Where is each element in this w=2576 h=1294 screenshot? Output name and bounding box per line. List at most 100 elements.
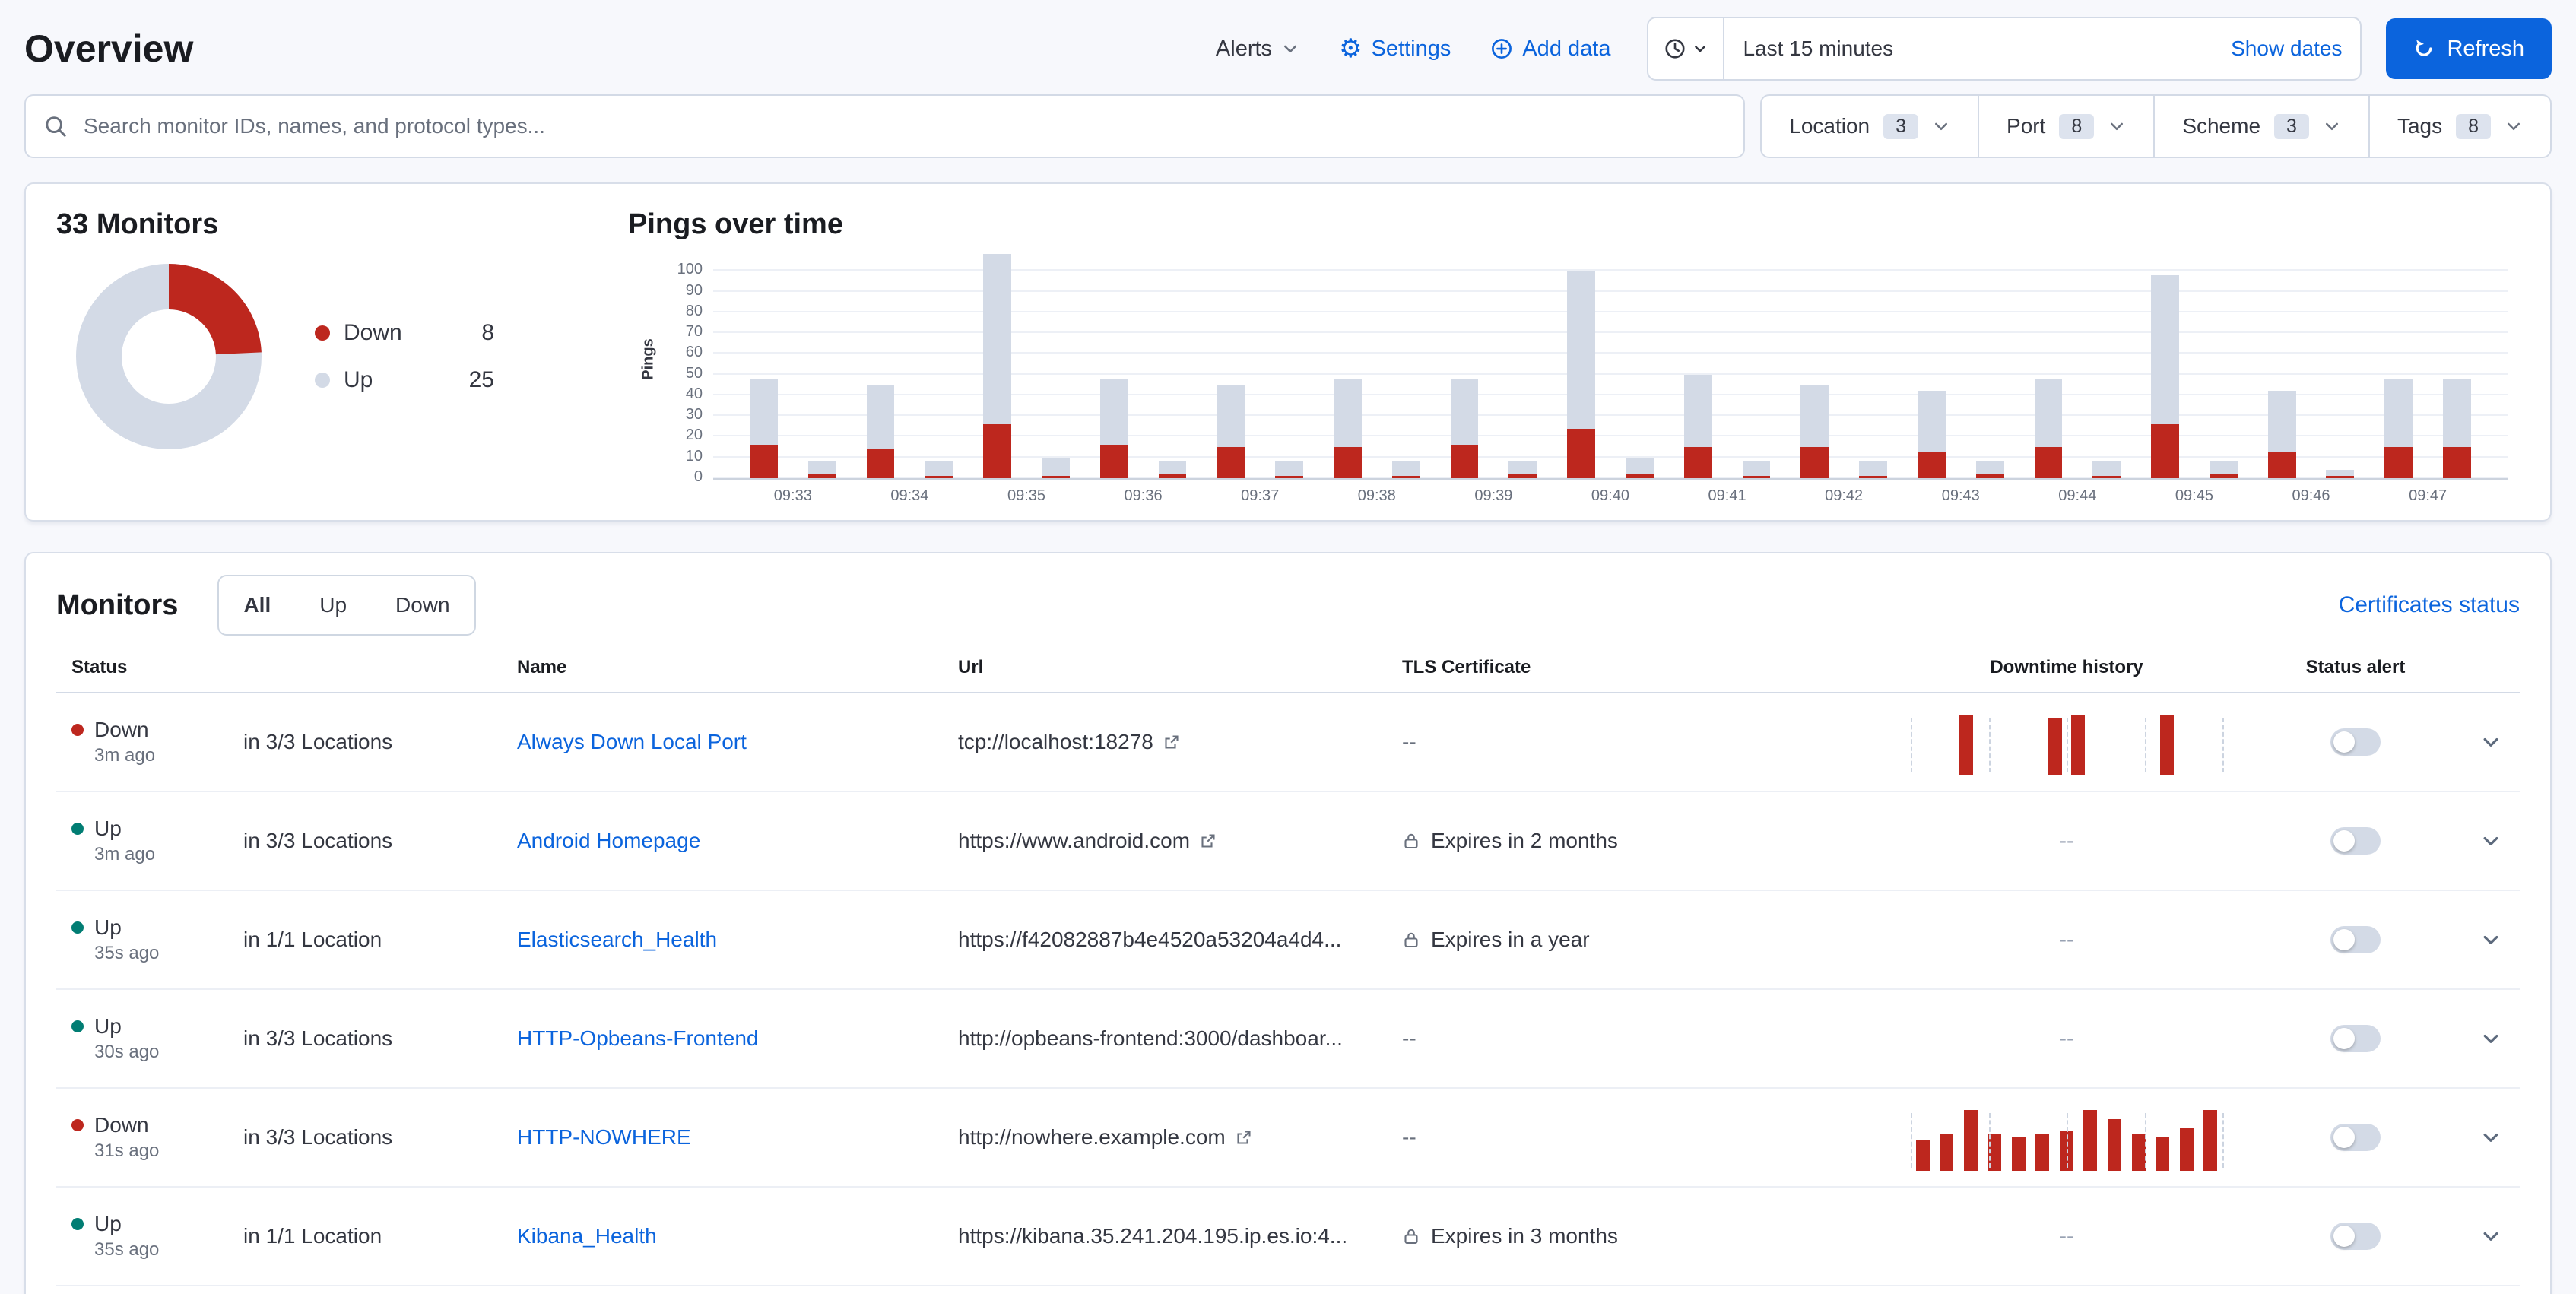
column-header: Name: [517, 657, 567, 677]
sparkline-gridline: [1988, 1113, 1991, 1168]
status-alert-toggle[interactable]: [2330, 1025, 2381, 1052]
monitor-name-link[interactable]: Always Down Local Port: [517, 730, 747, 753]
pings-bar-slot: [968, 254, 1026, 478]
pings-gridline: [713, 455, 2508, 458]
monitor-name-link[interactable]: Kibana_Health: [517, 1224, 657, 1248]
tab-all[interactable]: All: [219, 576, 295, 634]
pings-bar-up-segment: [1800, 385, 1829, 448]
pings-bar-up-segment: [1099, 379, 1128, 446]
pings-y-axis-label: Pings: [639, 338, 657, 380]
add-data-button[interactable]: Add data: [1475, 18, 1626, 79]
refresh-button[interactable]: Refresh: [2386, 18, 2552, 79]
pings-bar-slot: [1493, 461, 1552, 478]
expand-row-button[interactable]: [2480, 1028, 2501, 1049]
sparkline-bar: [1940, 1134, 1954, 1171]
pings-y-tick-label: 70: [685, 323, 703, 341]
pings-bar: [2267, 391, 2296, 478]
pings-bar-down-segment: [1450, 445, 1479, 478]
downtime-empty: --: [2059, 1026, 2074, 1050]
pings-bar-slot: [2311, 470, 2370, 478]
status-alert-toggle[interactable]: [2330, 827, 2381, 855]
show-dates-button[interactable]: Show dates: [2213, 36, 2360, 61]
sparkline-slot: [1933, 709, 1955, 775]
alerts-menu-button[interactable]: Alerts: [1201, 18, 1315, 79]
pings-bar: [1683, 374, 1712, 478]
search-input[interactable]: [81, 113, 1726, 140]
monitor-name-link[interactable]: Android Homepage: [517, 829, 701, 852]
sparkline-gridline: [2144, 1113, 2146, 1168]
expand-row-button[interactable]: [2480, 731, 2501, 753]
last-check-time: 31s ago: [94, 1140, 160, 1161]
status-alert-toggle[interactable]: [2330, 926, 2381, 953]
pings-bar-slot: [2194, 461, 2253, 478]
certificates-status-link[interactable]: Certificates status: [2338, 592, 2520, 617]
pings-bar-slot: [2428, 379, 2486, 478]
expand-row-button[interactable]: [2480, 929, 2501, 950]
pings-bar-down-segment: [749, 445, 778, 478]
settings-button[interactable]: ⚙ Settings: [1324, 18, 1466, 79]
sparkline-bar: [1915, 1140, 1930, 1171]
monitors-heading: Monitors: [56, 588, 179, 621]
pings-bar-slot: [1377, 461, 1436, 478]
locations-cell: in 1/1 Location: [243, 928, 382, 951]
expand-row-button[interactable]: [2480, 1226, 2501, 1247]
pings-bar: [2443, 379, 2471, 478]
sparkline-gridline: [1911, 718, 1912, 772]
filter-scheme[interactable]: Scheme 3: [2153, 96, 2368, 157]
pings-bar-down-segment: [1391, 476, 1420, 478]
tls-certificate-cell: Expires in 3 months: [1390, 1224, 1876, 1248]
sparkline-slot: [1911, 709, 1933, 775]
table-row: Up 35s ago in 1/1 Location Kibana_Health htt…: [56, 1188, 2520, 1286]
pings-bar-up-segment: [2326, 470, 2355, 477]
pings-bar: [1625, 457, 1654, 478]
chevron-down-icon: [1932, 117, 1950, 135]
tls-expiry: Expires in 2 months: [1431, 829, 1618, 852]
lock-icon: [1402, 1226, 1420, 1246]
tab-up[interactable]: Up: [295, 576, 371, 634]
downtime-history-cell: --: [1876, 1026, 2257, 1051]
expand-row-button[interactable]: [2480, 1127, 2501, 1148]
pings-chart-title: Pings over time: [628, 208, 843, 240]
monitor-url: https://kibana.35.241.204.195.ip.es.io:4…: [958, 1224, 1348, 1248]
expand-row-button[interactable]: [2480, 830, 2501, 852]
url-cell: tcp://localhost:18278: [946, 730, 1390, 754]
external-link-icon: [1163, 733, 1181, 751]
pings-bar-up-segment: [1683, 374, 1712, 448]
pings-y-tick-label: 90: [685, 281, 703, 299]
filter-label: Scheme: [2182, 114, 2261, 138]
sparkline-bar: [2070, 715, 2085, 775]
chevron-down-icon: [1281, 40, 1299, 58]
tls-certificate-cell: --: [1390, 1026, 1876, 1051]
filter-tags[interactable]: Tags 8: [2368, 96, 2550, 157]
monitor-name-link[interactable]: Elasticsearch_Health: [517, 928, 718, 951]
legend-dot: [315, 373, 330, 388]
time-picker-quick-menu-button[interactable]: [1648, 18, 1725, 79]
sparkline-gridline: [2067, 1113, 2068, 1168]
status-cell: Up 35s ago: [56, 915, 231, 964]
pings-gridline: [713, 269, 2508, 271]
pings-bar-up-segment: [1450, 379, 1479, 446]
filter-port[interactable]: Port 8: [1978, 96, 2153, 157]
pings-bar-down-segment: [1567, 428, 1595, 478]
monitor-name-link[interactable]: HTTP-NOWHERE: [517, 1125, 691, 1149]
status-alert-toggle[interactable]: [2330, 728, 2381, 756]
pings-y-tick-label: 40: [685, 385, 703, 402]
status-label: Up: [94, 915, 122, 939]
name-cell: HTTP-NOWHERE: [505, 1125, 946, 1150]
pings-bar-up-segment: [1625, 457, 1654, 474]
tab-down[interactable]: Down: [371, 576, 474, 634]
monitor-name-link[interactable]: HTTP-Opbeans-Frontend: [517, 1026, 759, 1050]
pings-y-tick-label: 20: [685, 427, 703, 444]
donut-legend: Down 8 Up 25: [315, 320, 494, 393]
status-alert-toggle[interactable]: [2330, 1124, 2381, 1151]
sparkline-gridline: [2067, 718, 2068, 772]
status-alert-toggle[interactable]: [2330, 1223, 2381, 1250]
sparkline-gridline: [1988, 718, 1991, 772]
expand-cell: [2454, 1127, 2520, 1148]
monitors-donut-chart: [76, 264, 262, 449]
time-range-value[interactable]: Last 15 minutes: [1724, 36, 2213, 61]
filter-location[interactable]: Location 3: [1762, 96, 1978, 157]
pings-bar: [1333, 379, 1362, 478]
status-dot: [71, 1020, 84, 1032]
last-check-time: 3m ago: [94, 745, 156, 766]
